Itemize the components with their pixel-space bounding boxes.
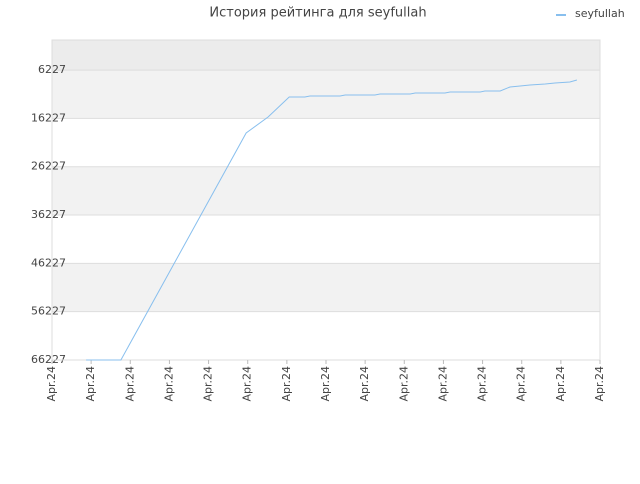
line [86, 79, 578, 361]
y-tick-label: 56227 [31, 305, 66, 318]
x-tick-label: Apr.24 [593, 366, 606, 402]
x-tick-label: Apr.24 [241, 366, 254, 402]
x-tick-label: Apr.24 [515, 366, 528, 402]
band [52, 118, 600, 167]
x-tick-label: Apr.24 [397, 366, 410, 402]
x-tick-label: Apr.24 [162, 366, 175, 402]
x-tick-label: Apr.24 [123, 366, 136, 402]
chart-title: История рейтинга для seyfullah [209, 6, 426, 21]
x-tick-label: Apr.24 [45, 366, 58, 402]
x-tick-label: Apr.24 [358, 366, 371, 402]
legend-label: seyfullah [575, 7, 625, 20]
y-tick-label: 26227 [31, 160, 66, 173]
x-tick-label: Apr.24 [202, 366, 215, 402]
y-tick-label: 36227 [31, 208, 66, 221]
x-tick-label: Apr.24 [84, 366, 97, 402]
x-tick-label: Apr.24 [319, 366, 332, 402]
band [52, 215, 600, 264]
y-tick-label: 16227 [31, 111, 66, 124]
band [52, 70, 600, 119]
band [52, 166, 600, 216]
y-tick-label: 66227 [31, 353, 66, 366]
x-tick-label: Apr.24 [436, 366, 449, 402]
x-tick-label: Apr.24 [554, 366, 567, 402]
y-tick-label: 46227 [31, 256, 66, 269]
x-tick-label: Apr.24 [280, 366, 293, 402]
band [52, 263, 600, 312]
x-tick-label: Apr.24 [476, 366, 489, 402]
band [52, 40, 600, 71]
